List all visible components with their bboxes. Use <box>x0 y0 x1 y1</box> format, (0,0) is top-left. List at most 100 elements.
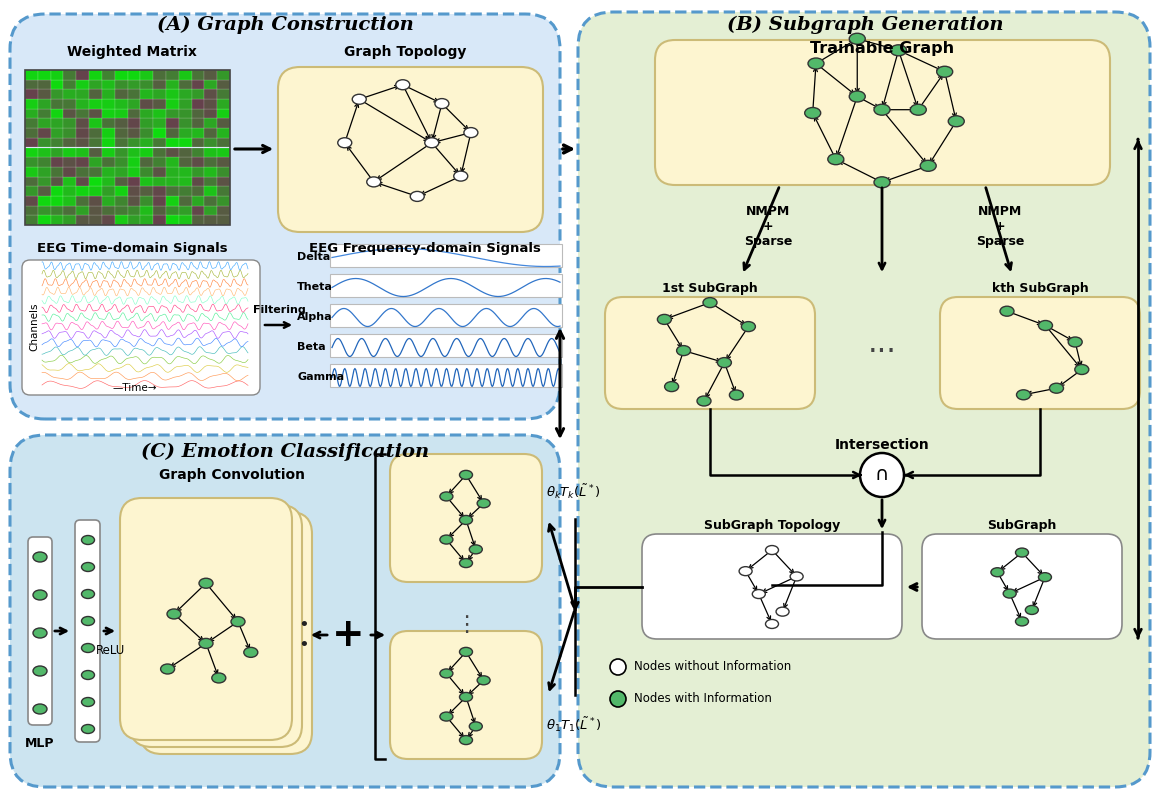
Bar <box>26 119 38 128</box>
Bar <box>51 119 64 128</box>
Bar <box>102 206 115 215</box>
Bar <box>89 89 102 99</box>
Text: Intersection: Intersection <box>834 438 930 452</box>
Bar <box>192 177 205 186</box>
Bar <box>128 108 141 119</box>
Bar <box>217 119 230 128</box>
FancyBboxPatch shape <box>120 498 292 740</box>
FancyBboxPatch shape <box>390 454 541 582</box>
Bar <box>38 186 51 196</box>
Bar <box>141 138 153 147</box>
Bar <box>64 128 77 138</box>
Ellipse shape <box>469 722 482 731</box>
Text: (B) Subgraph Generation: (B) Subgraph Generation <box>726 16 1003 34</box>
Bar <box>179 70 192 80</box>
Ellipse shape <box>1039 573 1052 582</box>
Ellipse shape <box>676 346 690 355</box>
Bar <box>192 206 205 215</box>
Bar <box>205 147 217 157</box>
Bar <box>205 157 217 167</box>
Text: +: + <box>331 616 365 654</box>
Ellipse shape <box>459 470 473 479</box>
Ellipse shape <box>464 128 478 138</box>
Bar <box>217 128 230 138</box>
Bar <box>179 99 192 108</box>
Bar <box>205 70 217 80</box>
Bar <box>128 99 141 108</box>
Ellipse shape <box>730 390 744 400</box>
Bar <box>38 99 51 108</box>
Ellipse shape <box>741 322 755 332</box>
Bar <box>26 206 38 215</box>
Bar <box>51 206 64 215</box>
Bar <box>217 196 230 206</box>
Bar <box>51 167 64 177</box>
Bar <box>217 186 230 196</box>
Bar <box>38 157 51 167</box>
Ellipse shape <box>81 643 94 653</box>
Bar <box>330 364 562 387</box>
Bar <box>166 186 179 196</box>
Bar <box>128 196 141 206</box>
Ellipse shape <box>766 545 779 555</box>
Bar <box>192 70 205 80</box>
Bar <box>38 196 51 206</box>
Text: ∩: ∩ <box>875 465 889 485</box>
Ellipse shape <box>199 579 213 588</box>
Bar <box>128 147 141 157</box>
FancyBboxPatch shape <box>390 631 541 759</box>
Bar <box>192 99 205 108</box>
Bar <box>77 80 89 89</box>
Bar <box>205 215 217 225</box>
FancyBboxPatch shape <box>130 505 302 747</box>
Text: Graph Topology: Graph Topology <box>344 45 466 59</box>
Bar <box>51 108 64 119</box>
Bar <box>179 147 192 157</box>
Ellipse shape <box>790 572 803 581</box>
Bar <box>26 70 230 225</box>
Bar <box>26 196 38 206</box>
Bar <box>64 196 77 206</box>
Bar <box>115 70 128 80</box>
Bar <box>38 167 51 177</box>
Bar <box>192 186 205 196</box>
Bar <box>153 70 166 80</box>
Bar <box>141 128 153 138</box>
Bar <box>166 167 179 177</box>
Text: Channels: Channels <box>29 303 40 351</box>
Bar <box>26 186 38 196</box>
FancyBboxPatch shape <box>605 297 815 409</box>
Bar <box>89 206 102 215</box>
Bar <box>38 80 51 89</box>
Bar <box>217 167 230 177</box>
Bar <box>217 215 230 225</box>
Text: ⋮: ⋮ <box>454 615 478 635</box>
Bar <box>153 215 166 225</box>
Bar <box>38 215 51 225</box>
Bar <box>102 89 115 99</box>
Bar <box>179 157 192 167</box>
Ellipse shape <box>425 138 439 147</box>
Bar <box>205 99 217 108</box>
Bar <box>179 89 192 99</box>
Ellipse shape <box>874 177 890 188</box>
Text: Delta: Delta <box>297 253 330 262</box>
Bar <box>153 147 166 157</box>
Bar <box>26 147 38 157</box>
Bar <box>217 147 230 157</box>
Text: Trainable Graph: Trainable Graph <box>810 41 954 57</box>
Bar <box>205 167 217 177</box>
Ellipse shape <box>665 382 679 391</box>
Bar <box>179 196 192 206</box>
Ellipse shape <box>1003 589 1017 598</box>
Bar <box>64 99 77 108</box>
Bar <box>51 128 64 138</box>
Bar <box>64 177 77 186</box>
Ellipse shape <box>81 563 94 571</box>
Bar <box>26 128 38 138</box>
Ellipse shape <box>231 617 245 626</box>
Bar <box>128 177 141 186</box>
Bar <box>179 177 192 186</box>
Bar <box>51 196 64 206</box>
Bar <box>128 119 141 128</box>
